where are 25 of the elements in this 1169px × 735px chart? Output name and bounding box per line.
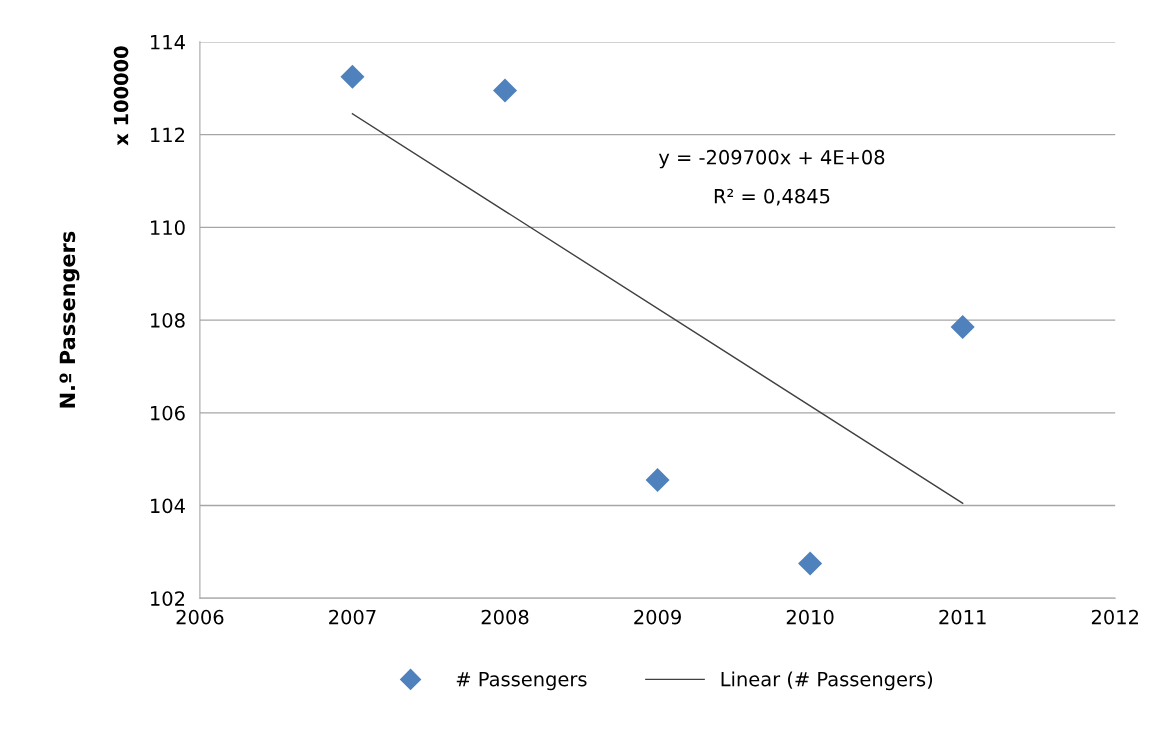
x-tick-label: 2011 <box>939 609 986 625</box>
point <box>340 64 365 89</box>
x-tick-label: 2012 <box>1091 609 1139 625</box>
legend-label: # Passengers <box>456 672 587 691</box>
y-tick-label: 108 <box>151 313 185 328</box>
y-tick-label: 114 <box>151 35 185 50</box>
x-tick-label: 2007 <box>329 609 376 625</box>
y-tick-label: 112 <box>151 127 185 143</box>
y-axis-title: N.º Passengers <box>59 231 80 408</box>
point <box>645 468 670 493</box>
point <box>798 551 823 576</box>
annotation: y = -209700x + 4E+08 <box>658 149 885 169</box>
y-tick-label: 102 <box>151 591 185 606</box>
x-tick-label: 2006 <box>176 609 224 625</box>
y-tick-label: 104 <box>151 498 185 514</box>
annotation: R² = 0,4845 <box>714 188 830 206</box>
y-tick-label: 110 <box>151 220 185 236</box>
legend-label: Linear (# Passengers) <box>721 671 933 691</box>
y-tick-label: 106 <box>151 405 185 421</box>
x-tick-label: 2010 <box>786 609 834 625</box>
text: x 100000 <box>113 46 129 146</box>
x-tick-label: 2008 <box>481 609 529 625</box>
x-tick-label: 2009 <box>634 609 681 625</box>
point <box>492 78 518 103</box>
point <box>950 315 975 340</box>
